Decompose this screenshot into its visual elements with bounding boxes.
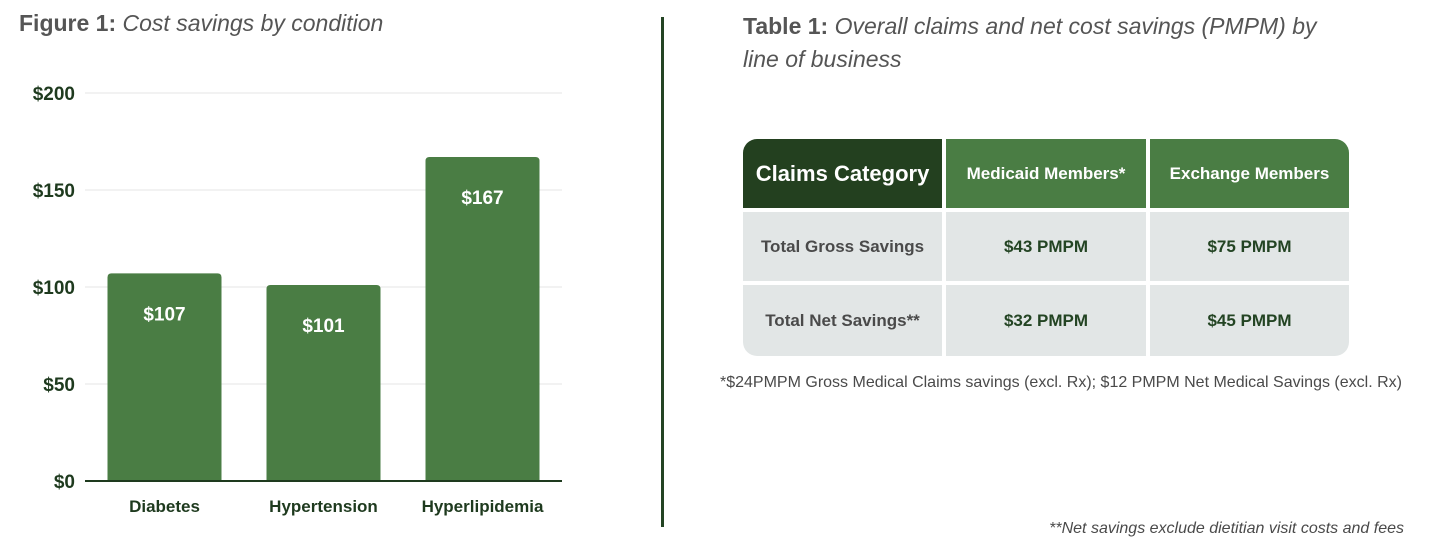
table-label: Table 1: bbox=[743, 13, 829, 39]
y-axis-ticks: $0 $50 $100 $150 $200 bbox=[33, 84, 75, 493]
cell-net-medicaid: $32 PMPM bbox=[946, 285, 1146, 356]
savings-table: Claims Category Medicaid Members* Exchan… bbox=[743, 139, 1349, 356]
footnote-medicaid: *$24PMPM Gross Medical Claims savings (e… bbox=[720, 374, 1402, 391]
x-category-label: Hyperlipidemia bbox=[422, 497, 544, 516]
bar bbox=[425, 157, 540, 481]
bar bbox=[266, 285, 381, 481]
x-category-label: Diabetes bbox=[129, 497, 200, 516]
data-labels: $107 $101 $167 bbox=[143, 188, 503, 337]
table-title: Table 1: Overall claims and net cost sav… bbox=[743, 10, 1343, 76]
x-category-label: Hypertension bbox=[269, 497, 378, 516]
y-tick-label: $100 bbox=[33, 278, 75, 299]
y-tick-label: $0 bbox=[54, 472, 75, 493]
figure-label: Figure 1: bbox=[19, 10, 117, 36]
x-axis-categories: Diabetes Hypertension Hyperlipidemia bbox=[129, 497, 544, 516]
bars bbox=[107, 157, 540, 481]
bar-value-label: $101 bbox=[302, 316, 345, 337]
header-medicaid-members: Medicaid Members* bbox=[946, 139, 1146, 208]
figure-caption: Cost savings by condition bbox=[122, 10, 384, 36]
cell-gross-medicaid: $43 PMPM bbox=[946, 212, 1146, 281]
y-tick-label: $150 bbox=[33, 181, 75, 202]
cell-net-exchange: $45 PMPM bbox=[1150, 285, 1349, 356]
row-label-net: Total Net Savings** bbox=[743, 285, 942, 356]
table-caption: Overall claims and net cost savings (PMP… bbox=[743, 13, 1317, 72]
cell-gross-exchange: $75 PMPM bbox=[1150, 212, 1349, 281]
figure-title: Figure 1: Cost savings by condition bbox=[19, 10, 383, 37]
y-tick-label: $200 bbox=[33, 84, 75, 105]
header-claims-category: Claims Category bbox=[743, 139, 942, 208]
y-tick-label: $50 bbox=[43, 375, 75, 396]
bar-chart: $0 $50 $100 $150 $200 Diabetes Hypertension Hy… bbox=[33, 84, 562, 516]
footnote-net-savings: **Net savings exclude dietitian visit co… bbox=[1049, 520, 1404, 537]
header-exchange-members: Exchange Members bbox=[1150, 139, 1349, 208]
bar-value-label: $107 bbox=[143, 304, 185, 325]
row-label-gross: Total Gross Savings bbox=[743, 212, 942, 281]
bar bbox=[107, 273, 222, 481]
section-divider bbox=[661, 17, 664, 527]
bar-value-label: $167 bbox=[461, 188, 503, 209]
